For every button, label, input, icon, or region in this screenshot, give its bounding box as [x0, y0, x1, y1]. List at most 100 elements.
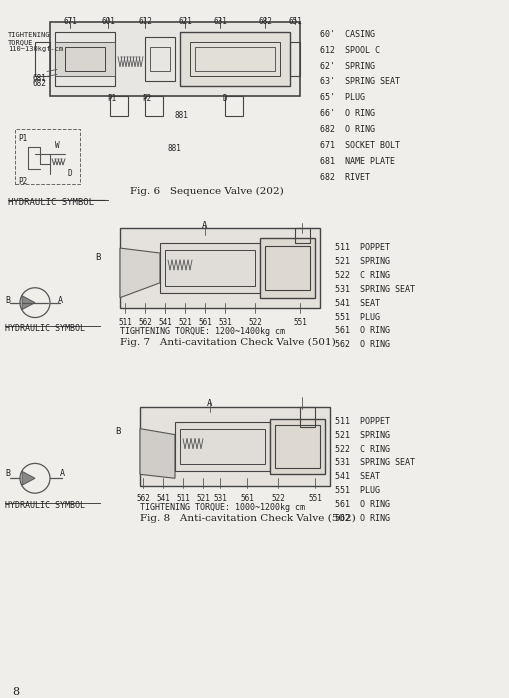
Text: 522  C RING: 522 C RING — [334, 271, 389, 280]
Bar — [265, 246, 309, 290]
Bar — [145, 37, 175, 82]
Text: 522  C RING: 522 C RING — [334, 445, 389, 454]
Polygon shape — [120, 248, 160, 297]
Text: 63'  SPRING SEAT: 63' SPRING SEAT — [319, 77, 399, 87]
Bar — [145, 96, 163, 116]
Text: 621: 621 — [178, 17, 191, 26]
Text: A: A — [60, 469, 65, 478]
Polygon shape — [140, 429, 175, 478]
Text: TIGHTENING TORQUE: 1000~1200kg cm: TIGHTENING TORQUE: 1000~1200kg cm — [140, 503, 304, 512]
Bar — [140, 407, 329, 487]
Text: 682  RIVET: 682 RIVET — [319, 172, 369, 181]
Text: B: B — [115, 426, 120, 436]
Bar — [120, 228, 319, 308]
Bar — [175, 422, 269, 471]
Bar — [35, 42, 50, 76]
Text: P1: P1 — [107, 94, 117, 103]
Polygon shape — [22, 296, 35, 310]
Bar — [194, 47, 274, 71]
Text: 561  O RING: 561 O RING — [334, 500, 389, 509]
Text: P2: P2 — [18, 177, 27, 186]
Text: 681: 681 — [32, 75, 46, 84]
Text: 562: 562 — [138, 318, 152, 327]
Text: 682: 682 — [32, 80, 46, 89]
Text: HYDRAULIC SYMBOL: HYDRAULIC SYMBOL — [8, 198, 94, 207]
Text: 612  SPOOL C: 612 SPOOL C — [319, 45, 379, 54]
Bar — [224, 96, 242, 116]
Text: 551: 551 — [293, 318, 306, 327]
Text: 511: 511 — [118, 318, 132, 327]
Text: 682: 682 — [258, 17, 271, 26]
Text: 551: 551 — [307, 494, 321, 503]
Bar — [260, 238, 315, 297]
Bar — [180, 429, 265, 464]
Text: Fig. 8   Anti-cavitation Check Valve (502): Fig. 8 Anti-cavitation Check Valve (502) — [140, 514, 355, 523]
Bar — [294, 228, 309, 243]
Text: TIGHTENING
TORQUE
110~130kgf-cm: TIGHTENING TORQUE 110~130kgf-cm — [8, 31, 63, 52]
Text: 531: 531 — [213, 494, 227, 503]
Text: W: W — [55, 141, 60, 150]
Text: 561: 561 — [197, 318, 212, 327]
Text: 561  O RING: 561 O RING — [334, 327, 389, 336]
Bar — [150, 47, 169, 71]
Text: 631: 631 — [213, 17, 227, 26]
Text: 562  O RING: 562 O RING — [334, 341, 389, 350]
Text: 541  SEAT: 541 SEAT — [334, 473, 379, 482]
Bar — [50, 22, 299, 96]
Text: 60'  CASING: 60' CASING — [319, 30, 374, 39]
Text: 551  PLUG: 551 PLUG — [334, 487, 379, 495]
Text: B: B — [95, 253, 100, 262]
Text: A: A — [207, 399, 212, 408]
Text: 511  POPPET: 511 POPPET — [334, 243, 389, 252]
Bar — [65, 47, 105, 71]
Text: 541: 541 — [158, 318, 172, 327]
Text: A: A — [58, 296, 63, 305]
Text: 561: 561 — [240, 494, 253, 503]
Text: 522: 522 — [247, 318, 262, 327]
Text: 531  SPRING SEAT: 531 SPRING SEAT — [334, 285, 414, 294]
Text: 541: 541 — [156, 494, 169, 503]
Text: HYDRAULIC SYMBOL: HYDRAULIC SYMBOL — [5, 325, 85, 334]
Text: 601: 601 — [101, 17, 115, 26]
Text: 511: 511 — [176, 494, 189, 503]
Text: 881: 881 — [167, 144, 182, 153]
Text: Fig. 6   Sequence Valve (202): Fig. 6 Sequence Valve (202) — [130, 186, 283, 195]
Text: 521: 521 — [178, 318, 191, 327]
Text: 682  O RING: 682 O RING — [319, 125, 374, 134]
Text: Fig. 7   Anti-cavitation Check Valve (501): Fig. 7 Anti-cavitation Check Valve (501) — [120, 339, 335, 348]
Bar — [110, 96, 128, 116]
Bar — [55, 31, 115, 87]
Text: 62'  SPRING: 62' SPRING — [319, 61, 374, 70]
Text: 521: 521 — [195, 494, 210, 503]
Text: 551  PLUG: 551 PLUG — [334, 313, 379, 322]
Bar — [180, 31, 290, 87]
Text: HYDRAULIC SYMBOL: HYDRAULIC SYMBOL — [5, 501, 85, 510]
Text: 522: 522 — [270, 494, 285, 503]
Text: P2: P2 — [142, 94, 151, 103]
Text: 612: 612 — [138, 17, 152, 26]
Text: 511  POPPET: 511 POPPET — [334, 417, 389, 426]
Bar — [15, 129, 80, 184]
Bar — [190, 42, 279, 76]
Text: 562: 562 — [136, 494, 150, 503]
Polygon shape — [22, 471, 35, 485]
Text: TIGHTENING TORQUE: 1200~1400kg cm: TIGHTENING TORQUE: 1200~1400kg cm — [120, 327, 285, 336]
Text: A: A — [202, 221, 207, 230]
Text: 681  NAME PLATE: 681 NAME PLATE — [319, 157, 394, 166]
Text: 651: 651 — [288, 17, 301, 26]
Bar — [290, 42, 299, 76]
Bar — [55, 42, 115, 76]
Text: 671: 671 — [63, 17, 77, 26]
Bar — [274, 424, 319, 468]
Text: D: D — [68, 169, 72, 178]
Text: B: B — [5, 296, 10, 305]
Text: D: D — [222, 94, 227, 103]
Text: P1: P1 — [18, 134, 27, 143]
Text: 65'  PLUG: 65' PLUG — [319, 94, 364, 103]
Text: 562  O RING: 562 O RING — [334, 514, 389, 523]
Bar — [160, 243, 260, 292]
Text: 881: 881 — [175, 111, 188, 120]
Bar — [165, 250, 254, 285]
Text: 671  SOCKET BOLT: 671 SOCKET BOLT — [319, 141, 399, 150]
Text: 521  SPRING: 521 SPRING — [334, 257, 389, 266]
